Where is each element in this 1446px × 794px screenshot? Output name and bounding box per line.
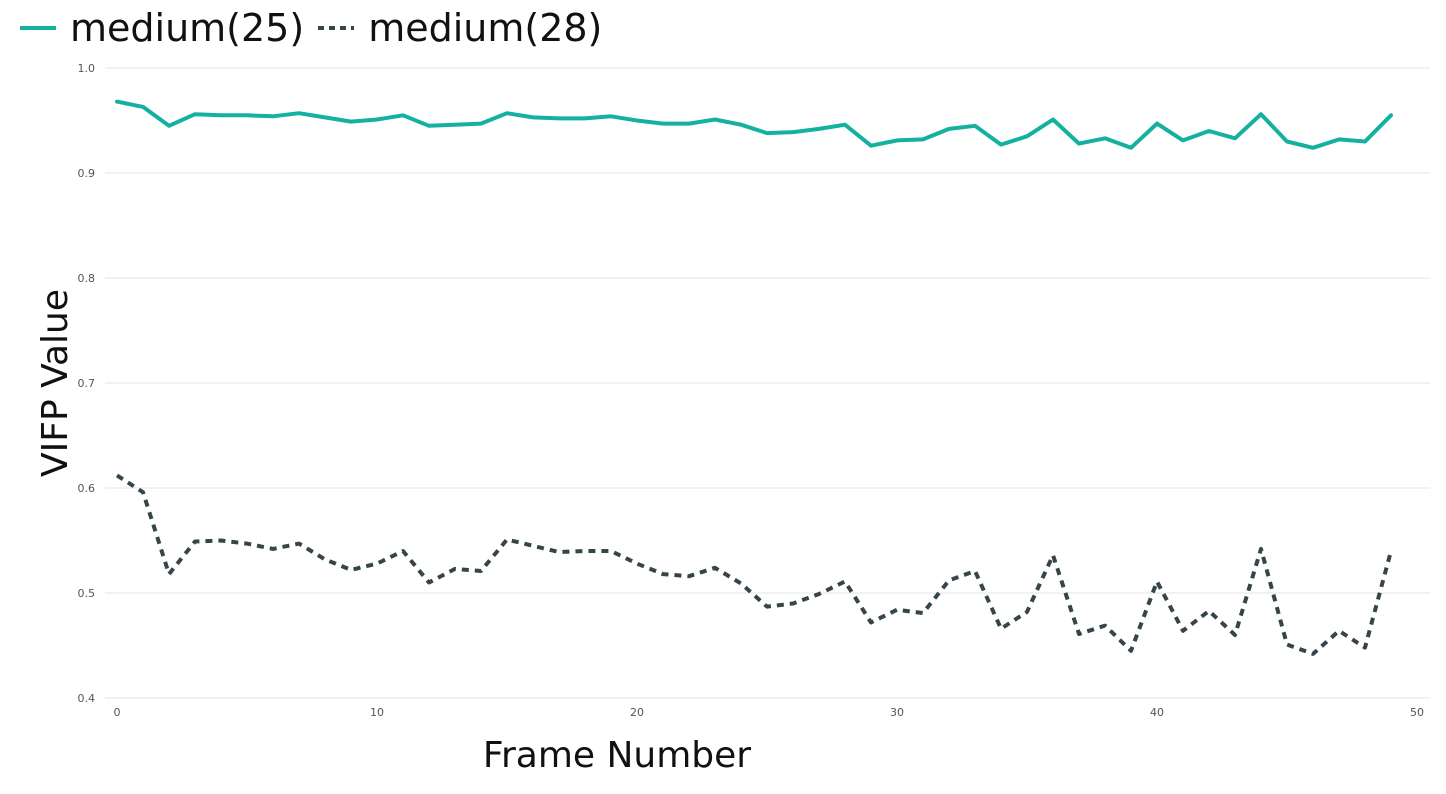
x-axis-title: Frame Number bbox=[483, 735, 751, 776]
y-tick-label-5: 0.9 bbox=[78, 167, 96, 180]
series-line-2 bbox=[115, 473, 1393, 656]
x-tick-label-1: 10 bbox=[370, 706, 384, 719]
series-line-1 bbox=[115, 99, 1393, 150]
legend-item-series-1: medium(25) bbox=[18, 6, 304, 50]
x-tick-label-4: 40 bbox=[1150, 706, 1164, 719]
y-tick-label-6: 1.0 bbox=[78, 62, 96, 75]
x-tick-label-0: 0 bbox=[114, 706, 121, 719]
x-tick-label-2: 20 bbox=[630, 706, 644, 719]
legend-label-series-1: medium(25) bbox=[70, 6, 305, 50]
y-tick-label-4: 0.8 bbox=[78, 272, 96, 285]
x-tick-label-3: 30 bbox=[890, 706, 904, 719]
y-tick-labels: 0.4 0.5 0.6 0.7 0.8 0.9 1.0 bbox=[78, 62, 96, 705]
x-tick-labels: 0 10 20 30 40 50 bbox=[114, 706, 1425, 719]
y-axis-title: VIFP Value bbox=[35, 289, 76, 477]
y-tick-label-1: 0.5 bbox=[78, 587, 96, 600]
y-tick-label-0: 0.4 bbox=[78, 692, 96, 705]
legend-label-series-2: medium(28) bbox=[368, 6, 603, 50]
y-tick-label-2: 0.6 bbox=[78, 482, 96, 495]
legend: medium(25) medium(28) bbox=[18, 6, 614, 50]
x-tick-label-5: 50 bbox=[1410, 706, 1424, 719]
gridlines bbox=[105, 67, 1430, 699]
legend-swatch-series-2 bbox=[318, 26, 355, 30]
y-tick-label-3: 0.7 bbox=[78, 377, 96, 390]
legend-item-series-2: medium(28) bbox=[316, 6, 602, 50]
series-lines bbox=[115, 99, 1393, 656]
legend-swatch-series-1 bbox=[20, 26, 56, 30]
